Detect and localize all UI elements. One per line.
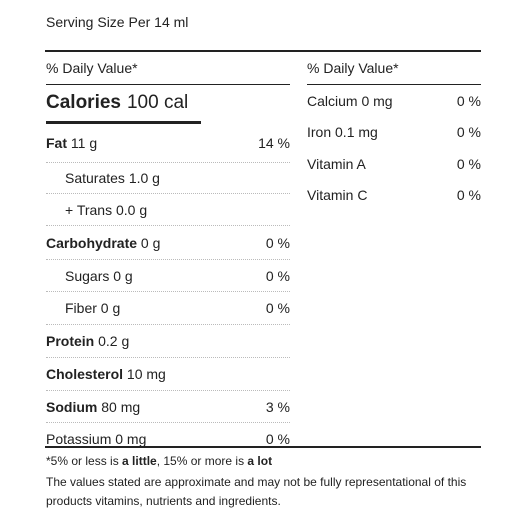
nutrient-label: Sodium 80 mg [46, 399, 140, 415]
nutrient-name: Sugars [65, 267, 110, 284]
nutrient-amount: 0.0 g [115, 201, 148, 218]
nutrient-name: Sodium [46, 398, 98, 415]
nutrient-percent: 0 % [265, 234, 290, 251]
vitamin-row: Iron 0.1 mg 0 % [307, 117, 481, 149]
nutrient-row: Saturates 1.0 g [46, 163, 290, 194]
nutrient-amount: 10 mg [126, 366, 166, 382]
nutrient-label: Sugars 0 g [46, 268, 133, 284]
footnote: *5% or less is a little, 15% or more is … [46, 454, 273, 468]
nutrient-row: Potassium 0 mg 0 % [46, 423, 290, 455]
disclaimer: The values stated are approximate and ma… [46, 475, 467, 508]
vitamin-label: Calcium 0 mg [307, 93, 393, 109]
nutrient-row: Fat 11 g 14 % [46, 124, 290, 163]
nutrient-amount: 0 g [140, 234, 161, 251]
vitamin-label: Iron 0.1 mg [307, 124, 378, 140]
nutrient-name: Saturates [65, 170, 125, 186]
nutrient-row: Cholesterol 10 mg [46, 358, 290, 391]
calories-rule [46, 121, 201, 124]
nutrient-label: Carbohydrate 0 g [46, 235, 160, 251]
vitamin-name: Iron [307, 124, 332, 141]
vitamin-amount: 0 mg [361, 92, 393, 109]
nutrient-percent: 14 % [258, 135, 290, 151]
nutrient-column: % Daily Value* Calories 100 cal Fat 11 g… [46, 52, 290, 455]
daily-value-header-right: % Daily Value* [307, 52, 481, 85]
vitamin-row: Calcium 0 mg 0 % [307, 85, 481, 117]
nutrient-row: Sodium 80 mg 3 % [46, 391, 290, 423]
nutrient-amount: 0 mg [115, 431, 147, 447]
serving-size: Serving Size Per 14 ml [46, 14, 189, 30]
vitamin-name: Vitamin A [307, 155, 366, 172]
nutrient-amount: 80 mg [101, 398, 141, 415]
vitamin-row: Vitamin A 0 % [307, 148, 481, 180]
nutrient-amount: 0.2 g [98, 333, 130, 349]
nutrient-percent: 0 % [265, 300, 290, 316]
vitamin-name: Calcium [307, 92, 358, 109]
vitamin-label: Vitamin A [307, 156, 366, 172]
nutrient-label: Potassium 0 mg [46, 431, 146, 447]
nutrient-label: Fiber 0 g [46, 300, 120, 316]
nutrient-row: Carbohydrate 0 g 0 % [46, 226, 290, 260]
calories-row: Calories 100 cal [46, 85, 290, 121]
daily-value-header: % Daily Value* [46, 52, 290, 85]
nutrient-percent: 0 % [265, 431, 290, 447]
vitamin-percent: 0 % [456, 92, 481, 109]
nutrient-label: Protein 0.2 g [46, 333, 129, 349]
nutrient-name: Carbohydrate [46, 234, 138, 251]
nutrient-name: Fiber [65, 300, 97, 316]
nutrient-amount: 0 g [113, 267, 133, 284]
vitamin-percent: 0 % [456, 155, 481, 172]
nutrient-label: Cholesterol 10 mg [46, 366, 166, 382]
nutrient-label: Saturates 1.0 g [46, 170, 160, 186]
vitamin-amount: 0.1 mg [335, 124, 378, 141]
nutrient-name: Cholesterol [46, 366, 124, 382]
calories-label: Calories [46, 92, 121, 113]
nutrient-amount: 0 g [100, 300, 121, 316]
vitamin-column: % Daily Value* Calcium 0 mg 0 % Iron 0.1 m… [307, 52, 481, 211]
nutrient-percent: 3 % [265, 398, 290, 415]
nutrient-row: Protein 0.2 g [46, 325, 290, 358]
nutrient-label: + Trans 0.0 g [46, 202, 147, 218]
vitamin-row: Vitamin C 0 % [307, 180, 481, 212]
vitamin-name: Vitamin C [307, 187, 368, 204]
nutrient-amount: 1.0 g [128, 170, 160, 186]
top-rule [45, 50, 481, 52]
nutrient-row: + Trans 0.0 g [46, 194, 290, 226]
vitamin-percent: 0 % [456, 187, 481, 204]
calories-value: 100 cal [126, 92, 189, 113]
nutrient-amount: 11 g [70, 135, 98, 151]
nutrient-label: Fat 11 g [46, 135, 97, 151]
nutrient-row: Sugars 0 g 0 % [46, 260, 290, 292]
vitamin-percent: 0 % [456, 124, 481, 141]
vitamin-label: Vitamin C [307, 187, 367, 203]
nutrient-name: + Trans [65, 201, 113, 218]
nutrient-percent: 0 % [265, 267, 290, 284]
bottom-rule [45, 446, 481, 448]
nutrient-name: Protein [46, 333, 95, 349]
nutrient-row: Fiber 0 g 0 % [46, 292, 290, 325]
nutrient-name: Fat [46, 135, 67, 151]
nutrient-name: Potassium [46, 431, 112, 447]
